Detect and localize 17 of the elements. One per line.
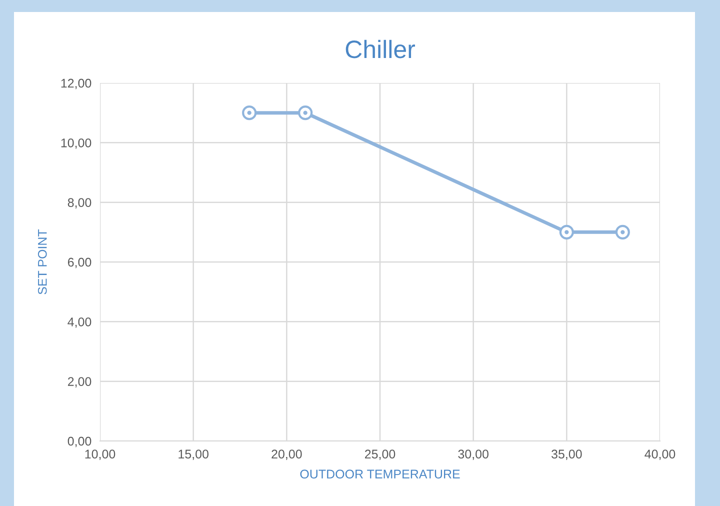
x-tick-label: 15,00 (178, 450, 208, 460)
x-tick-label: 30,00 (458, 450, 488, 460)
x-tick-label: 25,00 (364, 450, 396, 460)
y-tick-label: 6,00 (68, 258, 92, 268)
x-tick-label: 40,00 (644, 450, 676, 460)
chart-title: Chiller (346, 40, 416, 58)
y-tick-label: 2,00 (68, 377, 92, 388)
y-tick-label: 0,00 (68, 436, 92, 448)
y-tick-label: 10,00 (61, 138, 92, 149)
x-tick-label: 35,00 (552, 450, 582, 460)
y-axis-title: SET POINT (38, 229, 47, 294)
x-tick-label: 20,00 (272, 450, 302, 460)
x-axis-title: OUTDOOR TEMPERATURE (300, 470, 460, 478)
y-tick-label: 4,00 (68, 317, 92, 328)
y-tick-label: 8,00 (68, 198, 92, 208)
y-tick-label: 12,00 (61, 78, 92, 90)
x-tick-label: 10,00 (85, 450, 116, 460)
